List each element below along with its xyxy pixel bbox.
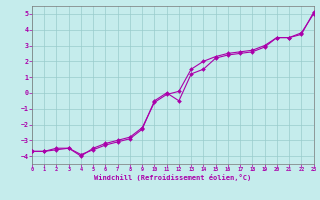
X-axis label: Windchill (Refroidissement éolien,°C): Windchill (Refroidissement éolien,°C) (94, 174, 252, 181)
